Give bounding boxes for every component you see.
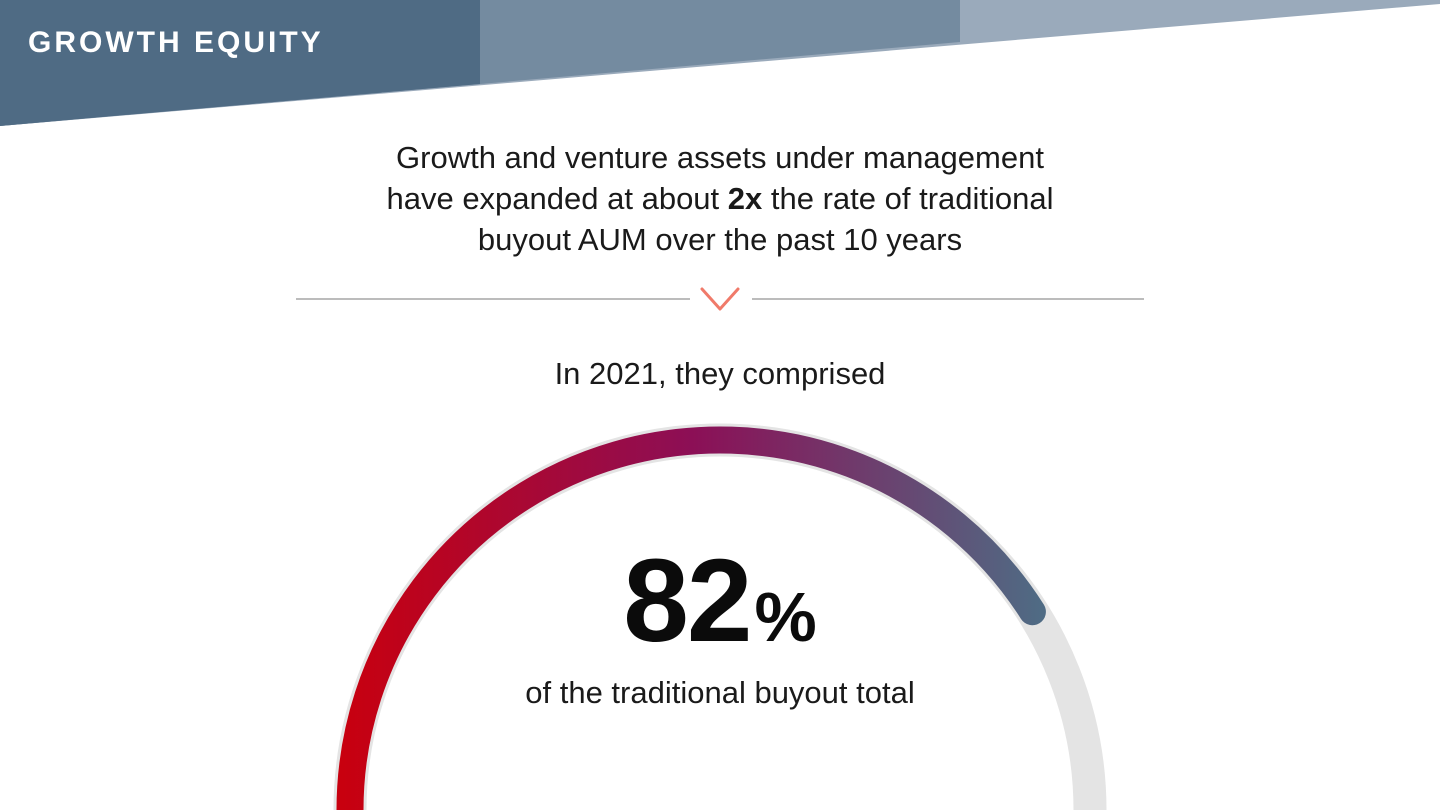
chevron-down-icon xyxy=(700,287,740,311)
divider xyxy=(296,287,1144,311)
headline-emphasis: 2x xyxy=(727,181,763,216)
gauge-value-arc xyxy=(336,426,1046,810)
headline-line-2-start: have expanded at about xyxy=(386,181,728,216)
header-banner xyxy=(0,0,1440,126)
section-label: GROWTH EQUITY xyxy=(28,26,324,59)
headline-line-3: buyout AUM over the past 10 years xyxy=(477,222,963,257)
banner-band-dark xyxy=(0,0,480,126)
headline-line-1: Growth and venture assets under manageme… xyxy=(396,140,1044,175)
gauge-value-number: 82 xyxy=(623,535,752,667)
headline-line-2-end: the rate of traditional xyxy=(762,181,1054,216)
gauge-value: 82% xyxy=(520,538,920,680)
headline: Growth and venture assets under manageme… xyxy=(270,137,1170,260)
subhead: In 2021, they comprised xyxy=(554,356,886,391)
gauge-caption: of the traditional buyout total xyxy=(525,675,915,710)
gauge-value-unit: % xyxy=(754,578,817,656)
